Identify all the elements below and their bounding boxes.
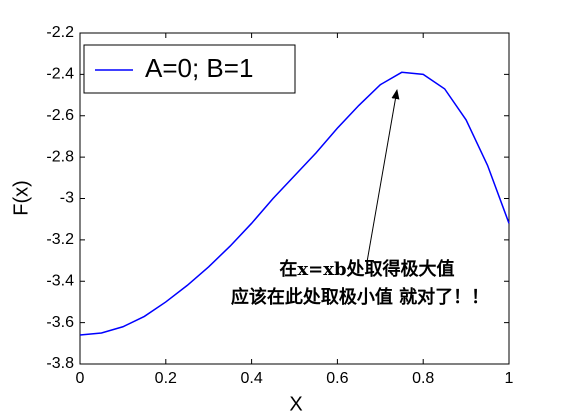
y-tick-label: -2.2 [46,24,74,41]
y-tick-label: -3.6 [46,314,74,331]
x-tick-label: 1 [505,370,514,387]
annotation-text: 应该在此处取极小值 就对了！！ [231,286,489,308]
y-tick-label: -3 [60,190,74,207]
x-tick-label: 0.6 [326,370,348,387]
x-tick-label: 0.4 [240,370,262,387]
y-tick-label: -3.4 [46,272,74,289]
y-tick-label: -3.8 [46,355,74,372]
y-tick-label: -3.2 [46,231,74,248]
x-tick-label: 0.8 [412,370,434,387]
x-tick-label: 0 [76,370,85,387]
annotation-arrow [366,89,400,263]
legend-box [83,44,296,94]
y-tick-label: -2.6 [46,107,74,124]
x-tick-label: 0.2 [155,370,177,387]
annotation-text: 在x=xb处取得极大值 [279,258,454,280]
y-tick-label: -2.4 [46,66,74,83]
x-axis-label: X [289,393,302,415]
legend-label: A=0; B=1 [145,53,253,83]
y-axis-label: F(x) [10,180,32,216]
data-line [79,71,510,336]
y-tick-label: -2.8 [46,148,74,165]
